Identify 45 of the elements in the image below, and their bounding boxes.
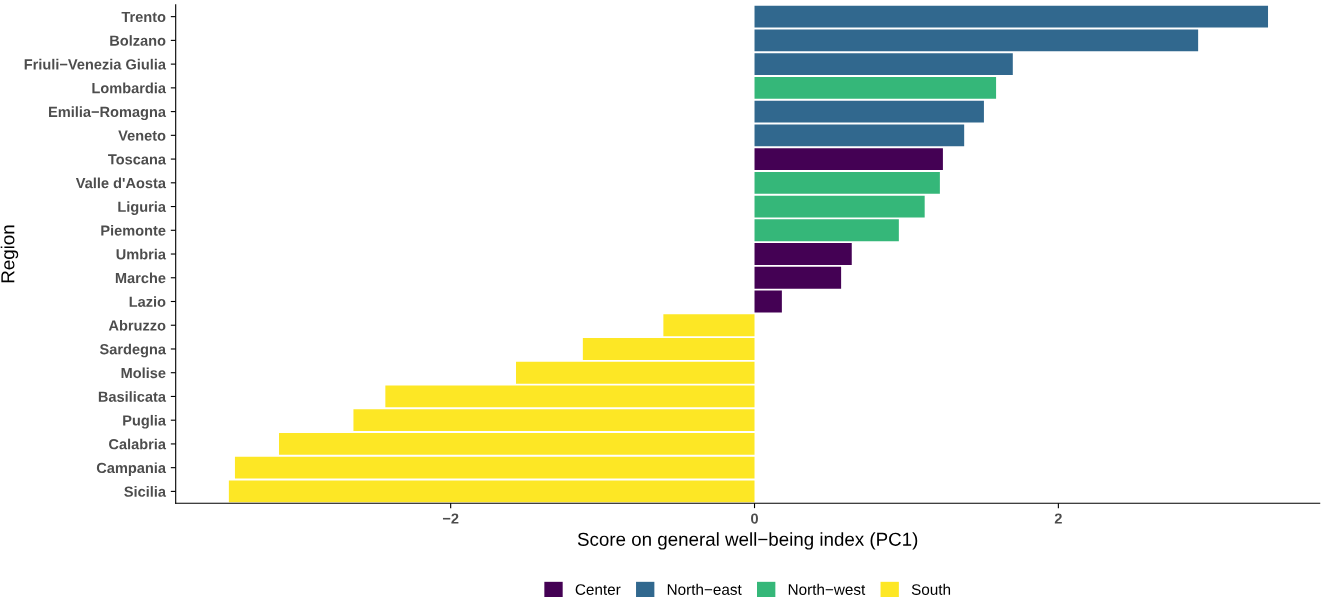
y-tick-label: Lombardia xyxy=(92,82,167,94)
y-tick-label: Trento xyxy=(121,11,166,23)
y-tick-label: Liguria xyxy=(118,201,167,215)
bar xyxy=(754,243,852,265)
legend-label: South xyxy=(911,583,951,595)
y-tick-label: Molise xyxy=(121,367,166,379)
y-tick-label: Sardegna xyxy=(99,343,167,358)
x-tick-label: 2 xyxy=(1054,513,1062,524)
bar xyxy=(663,314,755,337)
y-tick-label: Abruzzo xyxy=(108,319,166,331)
bar xyxy=(385,385,755,408)
y-tick-label: Campania xyxy=(96,462,167,476)
y-tick-label: Sicilia xyxy=(124,486,167,497)
y-axis-title: Region xyxy=(0,225,19,283)
bar xyxy=(279,433,755,455)
y-tick-label: Lazio xyxy=(129,296,166,307)
y-tick-label: Friuli−Venezia Giulia xyxy=(24,58,167,70)
x-axis-title: Score on general well−being index (PC1) xyxy=(577,532,918,550)
bar xyxy=(754,290,782,313)
bar xyxy=(754,53,1013,76)
y-tick-label: Emilia−Romagna xyxy=(49,106,167,120)
legend-label: North−east xyxy=(667,583,742,595)
y-tick-label: Veneto xyxy=(118,130,166,141)
bar xyxy=(516,361,755,384)
legend-label: North−west xyxy=(788,583,866,595)
y-tick-label: Piemonte xyxy=(101,225,166,236)
y-tick-label: Bolzano xyxy=(110,35,166,46)
bar xyxy=(754,219,899,242)
x-tick-label: 0 xyxy=(751,513,758,524)
bar xyxy=(754,266,842,289)
bar xyxy=(582,338,755,360)
y-tick-label: Calabria xyxy=(109,438,167,450)
bar xyxy=(754,76,997,99)
y-tick-label: Umbria xyxy=(116,248,167,260)
bar xyxy=(754,195,925,218)
x-tick-label: −2 xyxy=(442,513,459,524)
bar xyxy=(353,409,755,432)
bar xyxy=(754,171,940,194)
y-tick-label: Marche xyxy=(115,272,166,284)
y-tick-label: Toscana xyxy=(108,154,167,165)
bar xyxy=(754,148,943,170)
y-tick-label: Valle d'Aosta xyxy=(75,177,167,189)
y-tick-label: Basilicata xyxy=(98,391,167,402)
legend-label: Center xyxy=(575,584,621,595)
y-tick-label: Puglia xyxy=(123,414,167,429)
